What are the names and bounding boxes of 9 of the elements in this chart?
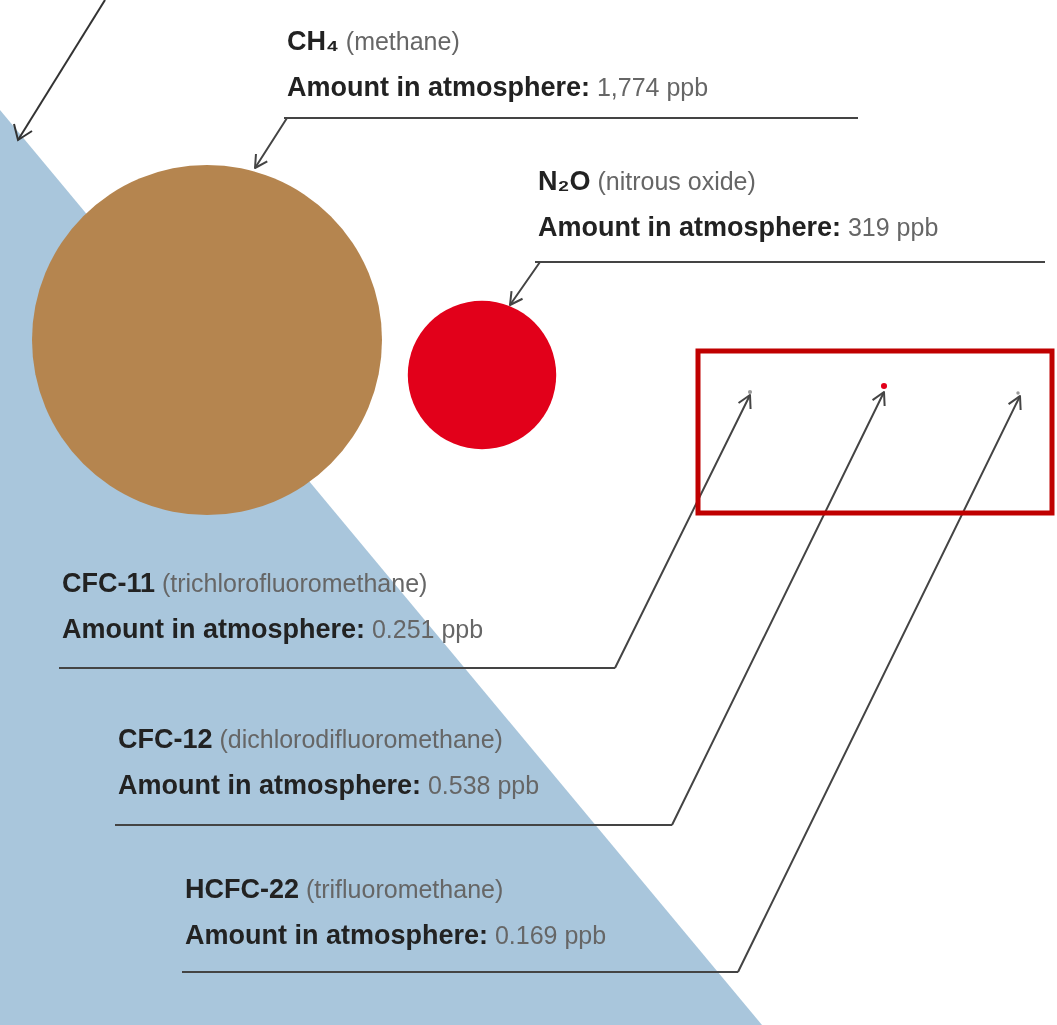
category-label: HCFC-22 (trifluoromethane)	[185, 874, 504, 904]
category-label: CFC-12 (dichlorodifluoromethane)	[118, 724, 503, 754]
data-label: Amount in atmosphere: 319 ppb	[538, 212, 939, 242]
category-label: CH₄ (methane)	[287, 26, 460, 56]
data-label: Amount in atmosphere: 0.251 ppb	[62, 614, 484, 644]
category-label: N₂O (nitrous oxide)	[538, 166, 756, 196]
data-label: Amount in atmosphere: 0.169 ppb	[185, 920, 607, 950]
data-label: Amount in atmosphere: 0.538 ppb	[118, 770, 540, 800]
data-label: Amount in atmosphere: 1,774 ppb	[287, 72, 709, 102]
